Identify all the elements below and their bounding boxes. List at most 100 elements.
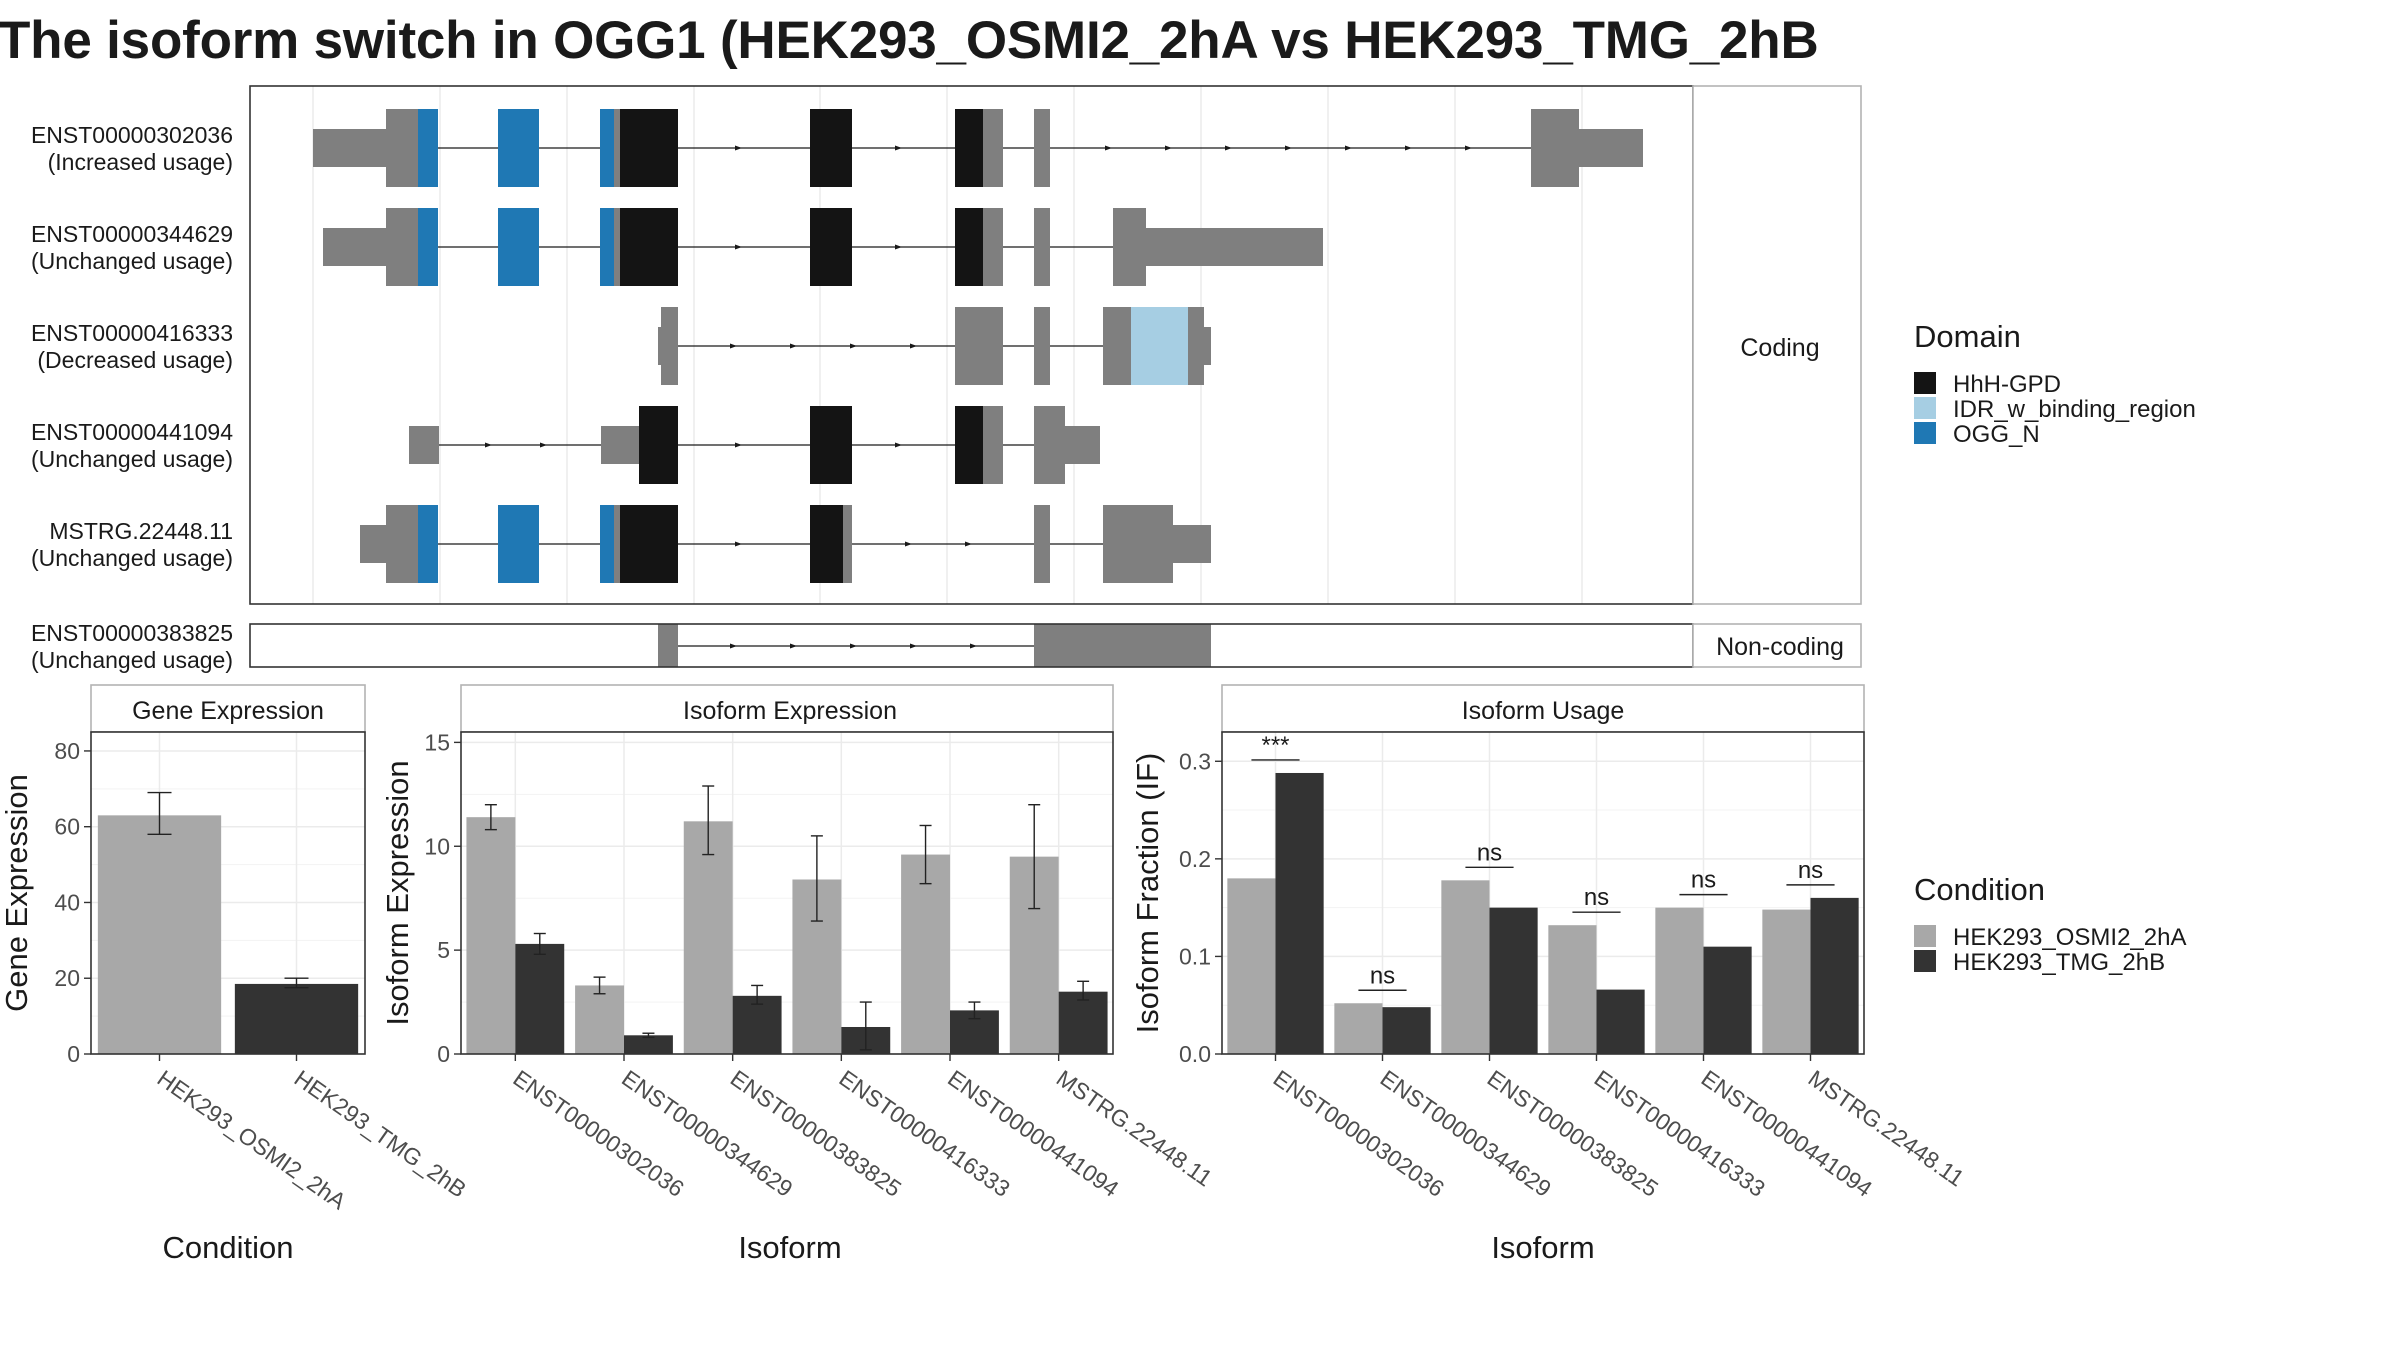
coding-exon-utr — [1034, 307, 1050, 385]
direction-arrow — [1465, 145, 1472, 151]
utr-exon — [1146, 228, 1323, 266]
utr-exon — [313, 129, 386, 167]
condition-legend-title: Condition — [1914, 872, 2045, 907]
bar-HEK293_TMG_2hB — [1058, 991, 1108, 1054]
domain-legend-swatch — [1914, 422, 1936, 444]
plot-panel-border — [460, 731, 1114, 1055]
bar-HEK293_OSMI2_2hA — [466, 817, 516, 1054]
coding-exon-utr — [386, 109, 418, 187]
y-tick-label: 0.0 — [1179, 1041, 1211, 1067]
direction-arrow — [735, 145, 742, 151]
coding-exon-ogg_n — [498, 109, 539, 187]
direction-arrow — [790, 343, 797, 349]
chart-isoform-usage: Isoform Usage *** ns ns ns ns ns 0.0 0.1 0.2 0.3 EN… — [1130, 684, 1969, 1265]
utr-exon — [658, 327, 661, 365]
transcript-status-label: (Unchanged usage) — [31, 545, 233, 571]
transcript-row-ENST00000344629 — [323, 208, 1323, 286]
coding-exon-utr — [843, 505, 852, 583]
transcript-status-label: (Unchanged usage) — [31, 248, 233, 274]
direction-arrow — [735, 442, 742, 448]
utr-exon — [1173, 525, 1211, 563]
y-tick-label: 0 — [67, 1041, 80, 1067]
utr-exon — [360, 525, 386, 563]
facet-strip-title: Gene Expression — [132, 697, 324, 725]
facet-strip-title: Isoform Expression — [683, 697, 897, 725]
condition-legend-swatch — [1914, 950, 1936, 972]
noncoding-exon — [658, 624, 678, 667]
condition-legend-swatch — [1914, 925, 1936, 947]
y-tick-label: 15 — [424, 729, 450, 755]
transcript-status-label: (Unchanged usage) — [31, 647, 233, 673]
coding-exon-hhh_gpd — [639, 406, 678, 484]
significance-label: ns — [1584, 884, 1609, 911]
y-tick-label: 0.1 — [1179, 943, 1211, 969]
significance-label: ns — [1798, 857, 1823, 884]
coding-exon-hhh_gpd — [620, 208, 678, 286]
plot-panel — [1222, 732, 1864, 1054]
bar-HEK293_OSMI2_2hA — [575, 985, 624, 1054]
coding-exon-hhh_gpd — [810, 406, 852, 484]
utr-exon — [1065, 426, 1100, 464]
transcript-row-ENST00000302036 — [313, 109, 1643, 187]
coding-exon-utr — [1531, 109, 1579, 187]
bar-HEK293_OSMI2_2hA — [97, 815, 222, 1054]
transcript-row-ENST00000383825 — [658, 624, 1211, 667]
direction-arrow — [1345, 145, 1352, 151]
direction-arrow — [850, 343, 857, 349]
main-title: The isoform switch in OGG1 (HEK293_OSMI2… — [0, 11, 1819, 70]
domain-legend-label: OGG_N — [1953, 421, 2040, 448]
direction-arrow — [850, 643, 857, 649]
direction-arrow — [910, 643, 917, 649]
coding-exon-hhh_gpd — [955, 406, 983, 484]
transcript-id-label: ENST00000383825 — [31, 620, 233, 646]
noncoding-strip — [1692, 623, 1862, 668]
y-tick-label: 20 — [54, 965, 80, 991]
bar-HEK293_OSMI2_2hA — [1441, 880, 1490, 1054]
coding-exon-utr — [1034, 208, 1050, 286]
y-tick-label: 60 — [54, 814, 80, 840]
bar-HEK293_TMG_2hB — [732, 995, 782, 1054]
utr-exon — [601, 426, 639, 464]
domain-legend-swatch — [1914, 372, 1936, 394]
direction-arrow — [895, 442, 902, 448]
bar-HEK293_OSMI2_2hA — [1762, 909, 1811, 1054]
coding-exon-utr — [955, 307, 1003, 385]
bar-HEK293_OSMI2_2hA — [683, 821, 733, 1054]
y-tick-label: 40 — [54, 889, 80, 915]
facet-strip — [1221, 684, 1865, 733]
transcript-status-label: (Decreased usage) — [37, 347, 233, 373]
y-axis-title: Isoform Fraction (IF) — [1130, 753, 1165, 1034]
significance-label: ns — [1370, 962, 1395, 989]
direction-arrow — [905, 541, 912, 547]
transcript-id-label: ENST00000344629 — [31, 221, 233, 247]
coding-exon-utr — [614, 109, 620, 187]
bar-HEK293_TMG_2hB — [1382, 1007, 1431, 1054]
bar-HEK293_TMG_2hB — [234, 983, 359, 1054]
coding-exon-ogg_n — [600, 208, 614, 286]
coding-exon-utr — [1034, 406, 1065, 484]
direction-arrow — [910, 343, 917, 349]
noncoding-exon — [1034, 624, 1211, 667]
domain-legend-label: HhH-GPD — [1953, 371, 2061, 398]
direction-arrow — [540, 442, 547, 448]
transcript-row-ENST00000416333 — [658, 307, 1211, 385]
direction-arrow — [485, 442, 492, 448]
y-axis-title: Gene Expression — [0, 774, 34, 1012]
coding-exon-utr — [386, 505, 418, 583]
significance-label: ns — [1477, 839, 1502, 866]
coding-exon-utr — [1034, 109, 1050, 187]
facet-strip — [90, 684, 366, 733]
coding-exon-ogg_n — [600, 109, 614, 187]
transcript-id-label: MSTRG.22448.11 — [49, 518, 233, 544]
coding-exon-utr — [614, 505, 620, 583]
domain-legend-label: IDR_w_binding_region — [1953, 396, 2196, 423]
coding-exon-utr — [1034, 505, 1050, 583]
bar-HEK293_OSMI2_2hA — [1655, 907, 1704, 1054]
coding-strip — [1692, 85, 1862, 605]
x-tick-label: ENST00000383825 — [1483, 1065, 1663, 1202]
direction-arrow — [1405, 145, 1412, 151]
coding-exon-utr — [983, 109, 1003, 187]
